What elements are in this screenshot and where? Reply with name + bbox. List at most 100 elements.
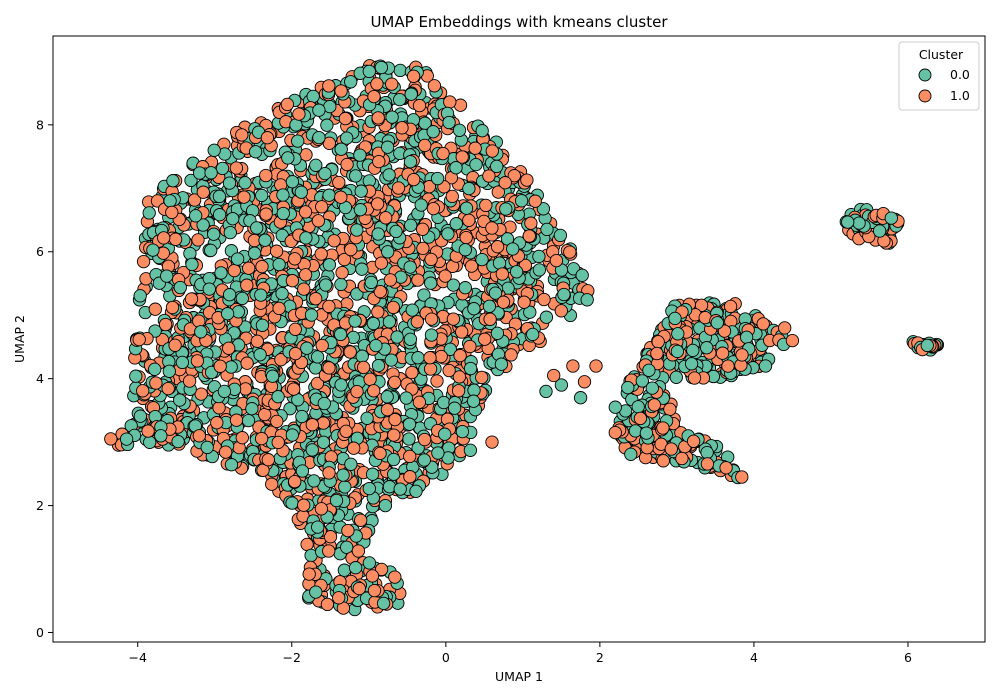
data-point bbox=[402, 432, 416, 446]
data-point bbox=[163, 194, 177, 208]
data-point bbox=[469, 157, 483, 172]
data-point bbox=[492, 256, 507, 270]
data-point bbox=[160, 269, 174, 283]
data-point bbox=[148, 324, 162, 338]
data-point bbox=[202, 282, 216, 296]
data-point bbox=[549, 253, 564, 268]
data-point bbox=[841, 215, 855, 229]
data-point bbox=[524, 216, 538, 230]
data-point bbox=[362, 556, 377, 570]
data-point bbox=[523, 305, 537, 319]
data-point bbox=[231, 305, 246, 319]
data-point bbox=[872, 224, 887, 238]
data-point bbox=[485, 435, 499, 449]
data-point bbox=[453, 348, 467, 363]
data-point bbox=[475, 370, 489, 385]
data-point bbox=[490, 326, 505, 340]
data-point bbox=[275, 286, 289, 301]
data-point bbox=[566, 359, 580, 373]
y-tick-label: 6 bbox=[36, 244, 44, 259]
data-point bbox=[424, 252, 438, 267]
data-point bbox=[155, 332, 169, 347]
data-point bbox=[536, 202, 551, 216]
data-point bbox=[280, 97, 295, 112]
data-point bbox=[281, 151, 295, 165]
data-point bbox=[353, 203, 368, 217]
data-point bbox=[191, 233, 205, 247]
data-point bbox=[393, 63, 407, 78]
data-point bbox=[265, 477, 279, 491]
data-point bbox=[336, 468, 350, 482]
data-point bbox=[381, 245, 395, 259]
data-point bbox=[656, 454, 670, 468]
data-point bbox=[410, 315, 424, 329]
data-point bbox=[334, 190, 348, 204]
data-point bbox=[373, 284, 387, 299]
data-point bbox=[274, 353, 288, 367]
data-point bbox=[387, 452, 401, 467]
data-point bbox=[365, 569, 380, 583]
data-point bbox=[628, 424, 643, 438]
legend: Cluster 0.0 1.0 bbox=[898, 41, 980, 111]
data-point bbox=[288, 252, 302, 266]
data-point bbox=[297, 498, 311, 512]
data-point bbox=[354, 184, 368, 198]
data-point bbox=[334, 277, 348, 292]
data-point bbox=[310, 350, 325, 364]
data-point bbox=[363, 372, 377, 386]
data-point bbox=[224, 458, 239, 472]
data-point bbox=[258, 407, 272, 422]
data-point bbox=[403, 470, 417, 484]
data-point bbox=[426, 201, 441, 216]
data-point bbox=[407, 172, 421, 187]
y-tick-label: 2 bbox=[36, 498, 44, 513]
data-point bbox=[337, 252, 352, 267]
data-point bbox=[452, 123, 467, 137]
data-point bbox=[168, 232, 183, 246]
data-point bbox=[522, 229, 536, 243]
data-point bbox=[388, 570, 402, 584]
data-point bbox=[333, 327, 348, 342]
data-point bbox=[700, 457, 715, 471]
data-point bbox=[353, 148, 367, 162]
data-point bbox=[235, 431, 249, 445]
data-point bbox=[430, 171, 445, 186]
data-point bbox=[475, 124, 489, 138]
data-point bbox=[166, 174, 180, 188]
data-point bbox=[427, 79, 442, 93]
data-point bbox=[288, 322, 302, 336]
data-point bbox=[639, 426, 654, 440]
data-point bbox=[305, 418, 319, 432]
data-point bbox=[220, 307, 235, 321]
data-point bbox=[664, 442, 678, 456]
data-point bbox=[373, 446, 387, 461]
data-point bbox=[364, 275, 378, 290]
legend-marker-0 bbox=[918, 68, 932, 82]
data-point bbox=[520, 173, 534, 187]
data-point bbox=[367, 384, 381, 398]
data-point bbox=[418, 138, 432, 153]
data-point bbox=[577, 375, 592, 389]
data-point bbox=[247, 246, 262, 260]
data-point bbox=[238, 176, 252, 190]
data-point bbox=[260, 131, 275, 145]
data-point bbox=[272, 257, 286, 272]
data-point bbox=[196, 185, 210, 199]
data-point bbox=[491, 185, 505, 199]
data-point bbox=[157, 231, 171, 245]
data-point bbox=[349, 169, 363, 183]
data-point bbox=[255, 318, 270, 332]
data-point bbox=[192, 166, 207, 180]
data-point bbox=[309, 292, 323, 306]
data-point bbox=[383, 273, 398, 287]
data-point bbox=[411, 273, 425, 287]
data-point bbox=[222, 288, 237, 302]
data-point bbox=[412, 395, 427, 409]
data-point bbox=[402, 417, 417, 431]
data-point bbox=[322, 361, 336, 375]
data-point bbox=[143, 435, 157, 449]
data-point bbox=[162, 364, 176, 378]
data-point bbox=[182, 374, 197, 388]
data-point bbox=[242, 261, 256, 275]
data-point bbox=[723, 299, 738, 314]
